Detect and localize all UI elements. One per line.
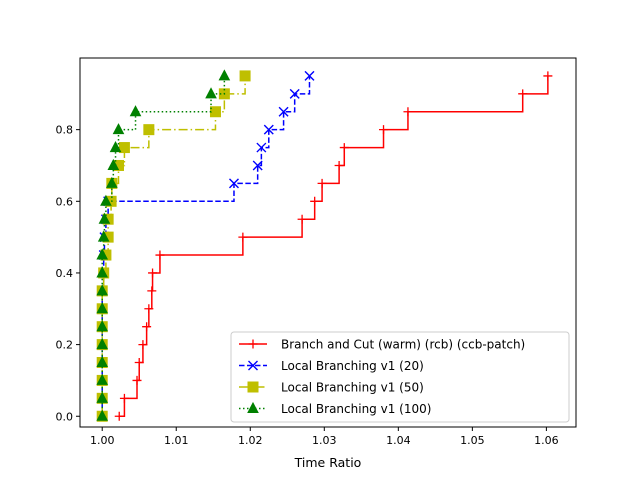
data-point [96,373,109,385]
data-point [96,248,109,260]
legend-entry: Branch and Cut (warm) (rcb) (ccb-patch) [239,338,525,352]
legend: Branch and Cut (warm) (rcb) (ccb-patch) L… [230,331,570,423]
data-point [96,320,109,332]
data-point [278,106,289,117]
x-tick-label: 1.04 [386,434,411,447]
data-point [129,105,142,117]
data-point [119,393,129,403]
data-point [543,71,553,81]
legend-label: Local Branching v1 (20) [281,359,424,373]
data-point [96,355,109,368]
data-point [107,158,120,170]
legend-entry: Local Branching v1 (100) [239,401,431,416]
data-point [112,123,125,135]
x-tick-label: 1.06 [534,434,559,447]
data-point [96,338,109,350]
data-point [228,178,239,189]
data-point [155,250,165,260]
x-tick-label: 1.00 [90,434,115,447]
data-point [147,286,157,296]
data-point [118,142,130,154]
data-point [205,87,217,99]
data-point [252,160,263,171]
data-point [106,176,118,188]
data-point [132,375,142,385]
data-point [518,89,528,99]
legend-marker [248,339,258,349]
data-point [379,125,389,135]
legend-box [230,331,570,423]
legend-label: Local Branching v1 (50) [281,381,424,395]
series-layer [96,69,553,422]
data-point [143,124,155,136]
series-branch-and-cut-warm-rcb-ccb-patch [114,71,553,421]
data-point [144,304,154,314]
y-tick-label: 0.0 [56,410,74,423]
data-point [96,409,109,421]
data-point [339,143,349,153]
data-point [263,124,274,135]
x-tick-label: 1.02 [238,434,263,447]
data-point [96,391,109,403]
data-point [109,140,122,153]
legend-label: Local Branching v1 (100) [281,402,431,416]
data-point [96,284,109,296]
data-point [96,302,109,314]
data-point [239,70,251,82]
x-tick-label: 1.01 [164,434,189,447]
legend-label: Branch and Cut (warm) (rcb) (ccb-patch) [281,338,525,352]
data-point [134,358,144,368]
y-tick-label: 0.6 [56,195,74,208]
data-point [96,266,109,278]
legend-marker [247,381,259,393]
legend-entry: Local Branching v1 (50) [239,381,424,395]
data-point [114,411,124,421]
data-point [317,178,327,188]
data-point [297,214,307,224]
x-axis-label: Time Ratio [294,455,362,470]
data-point [148,268,158,278]
data-point [310,196,320,206]
legend-marker [247,401,259,413]
y-tick-label: 0.2 [56,339,74,352]
data-point [209,106,221,118]
legend-marker [248,360,258,371]
series-local-branching-v1-100 [96,69,231,421]
data-point [98,212,111,224]
data-point [403,107,413,117]
data-point [304,70,315,81]
data-point [238,232,248,242]
axes-frame [79,57,577,428]
legend-entry: Local Branching v1 (20) [239,359,424,373]
data-point [256,142,267,153]
axes-layer: 1.00 1.01 1.02 1.03 1.04 1.05 1.06 0.0 0.2 0.4 0.6… [56,57,577,447]
data-point [97,230,110,242]
data-point [100,194,112,206]
data-point [218,69,231,81]
x-tick-label: 1.03 [312,434,337,447]
y-tick-label: 0.4 [56,267,74,280]
x-tick-label: 1.05 [460,434,485,447]
data-point [142,322,152,332]
data-point [334,160,344,170]
y-tick-label: 0.8 [56,124,74,137]
data-point [289,88,300,99]
data-point [138,340,148,350]
